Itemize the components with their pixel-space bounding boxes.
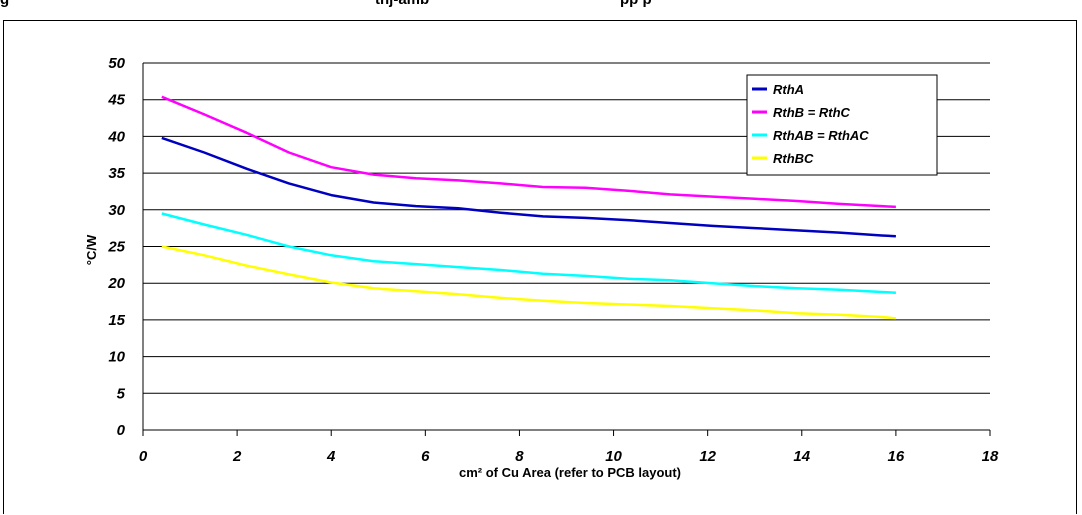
x-tick-label: 14 <box>793 448 810 465</box>
header-right-text: pp p <box>620 0 652 8</box>
x-tick-label: 16 <box>888 448 905 465</box>
header-mid-text: thj-amb <box>375 0 429 8</box>
series-line-3 <box>161 212 896 294</box>
series-line-2 <box>161 95 896 209</box>
series-line-4 <box>161 245 897 320</box>
x-tick-labels: 0 2 4 6 8 10 12 14 16 18 <box>139 448 999 465</box>
header-left-text: g <box>0 0 9 8</box>
legend: RthA RthB = RthC RthAB = RthAC RthBC <box>746 74 938 176</box>
x-tick-label: 0 <box>139 448 148 465</box>
x-tick-label: 6 <box>421 448 430 465</box>
chart-frame <box>3 20 1077 514</box>
y-tick-label: 50 <box>108 55 125 72</box>
y-tick-label: 15 <box>108 312 125 329</box>
x-tick-label: 10 <box>605 448 622 465</box>
series-line-1 <box>161 136 896 238</box>
y-tick-label: 20 <box>107 275 125 292</box>
y-tick-label: 5 <box>117 385 126 402</box>
legend-box <box>746 74 938 176</box>
y-tick-label: 10 <box>108 349 125 366</box>
legend-label-2: RthB = RthC <box>773 105 851 120</box>
y-axis-title: °C/W <box>84 234 99 265</box>
y-tick-label: 45 <box>107 92 125 109</box>
y-tick-label: 30 <box>108 202 125 219</box>
series-lines <box>161 95 897 320</box>
y-tick-label: 25 <box>107 239 125 256</box>
x-tick-label: 2 <box>232 448 242 465</box>
legend-label-1: RthA <box>773 82 804 97</box>
y-tick-labels: 0 5 10 15 20 25 30 35 40 45 50 <box>107 55 125 439</box>
page-header-fragment: g thj-amb pp p <box>0 0 1082 11</box>
x-tick-label: 8 <box>515 448 524 465</box>
y-tick-label: 40 <box>107 128 125 145</box>
x-tick-label: 18 <box>982 448 999 465</box>
x-tick-label: 12 <box>699 448 716 465</box>
y-tick-label: 35 <box>108 165 125 182</box>
y-tick-label: 0 <box>117 422 126 439</box>
legend-label-4: RthBC <box>773 151 814 166</box>
x-tick-label: 4 <box>326 448 336 465</box>
legend-label-3: RthAB = RthAC <box>773 128 869 143</box>
x-axis-title: cm² of Cu Area (refer to PCB layout) <box>459 465 681 480</box>
axes <box>142 63 991 436</box>
